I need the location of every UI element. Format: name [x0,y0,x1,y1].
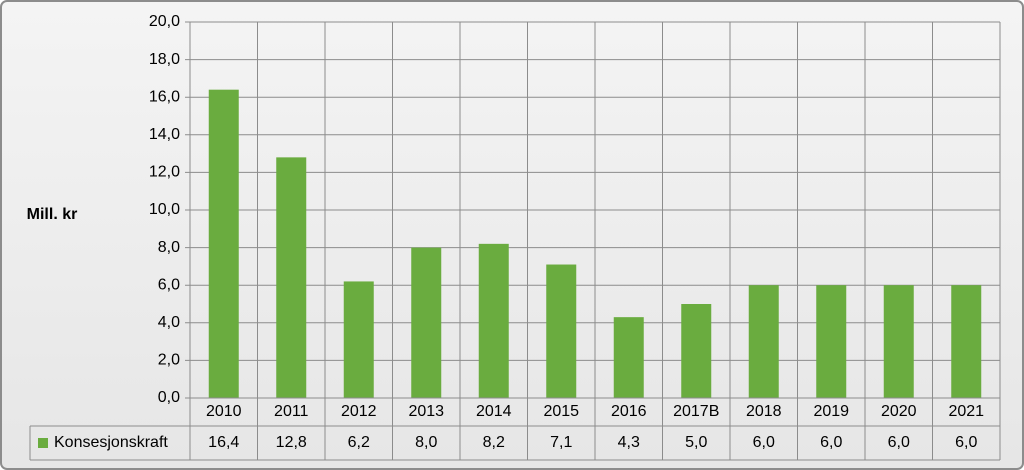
y-axis-label: Mill. kr [27,206,78,223]
table-value: 5,0 [685,434,707,451]
x-tick-label: 2014 [476,403,512,420]
bar [208,89,239,399]
x-tick-label: 2016 [611,403,647,420]
x-tick-label: 2017B [673,403,719,420]
bar [816,285,847,398]
y-tick-label: 12,0 [149,164,180,181]
table-value: 6,0 [820,434,842,451]
y-tick-label: 18,0 [149,51,180,68]
table-value: 6,0 [753,434,775,451]
y-tick-label: 20,0 [149,13,180,30]
table-value: 12,8 [276,434,307,451]
bar [411,247,442,398]
bar [681,304,712,398]
y-tick-label: 4,0 [158,314,180,331]
x-tick-label: 2018 [746,403,782,420]
x-tick-label: 2015 [543,403,579,420]
x-tick-label: 2021 [948,403,984,420]
table-value: 4,3 [618,434,640,451]
table-value: 16,4 [208,434,239,451]
bar [883,285,914,398]
table-value: 7,1 [550,434,572,451]
bar [276,157,307,398]
y-tick-label: 14,0 [149,126,180,143]
y-tick-label: 10,0 [149,201,180,218]
table-value: 8,2 [483,434,505,451]
bar [546,264,577,398]
x-tick-label: 2013 [408,403,444,420]
y-tick-label: 16,0 [149,88,180,105]
bar [613,317,644,398]
table-value: 6,2 [348,434,370,451]
x-tick-label: 2011 [274,403,309,420]
x-tick-label: 2019 [813,403,849,420]
x-tick-label: 2020 [881,403,917,420]
table-value: 6,0 [888,434,910,451]
x-tick-label: 2010 [206,403,242,420]
y-tick-label: 2,0 [158,352,180,369]
bar [343,281,374,398]
legend-label: Konsesjonskraft [54,434,168,451]
legend-key [38,438,48,448]
bar [748,285,779,398]
y-tick-label: 8,0 [158,239,180,256]
bar [478,243,509,398]
y-tick-label: 6,0 [158,276,180,293]
table-value: 8,0 [415,434,437,451]
x-tick-label: 2012 [341,403,377,420]
table-value: 6,0 [955,434,977,451]
y-tick-label: 0,0 [158,389,180,406]
bar [951,285,982,398]
